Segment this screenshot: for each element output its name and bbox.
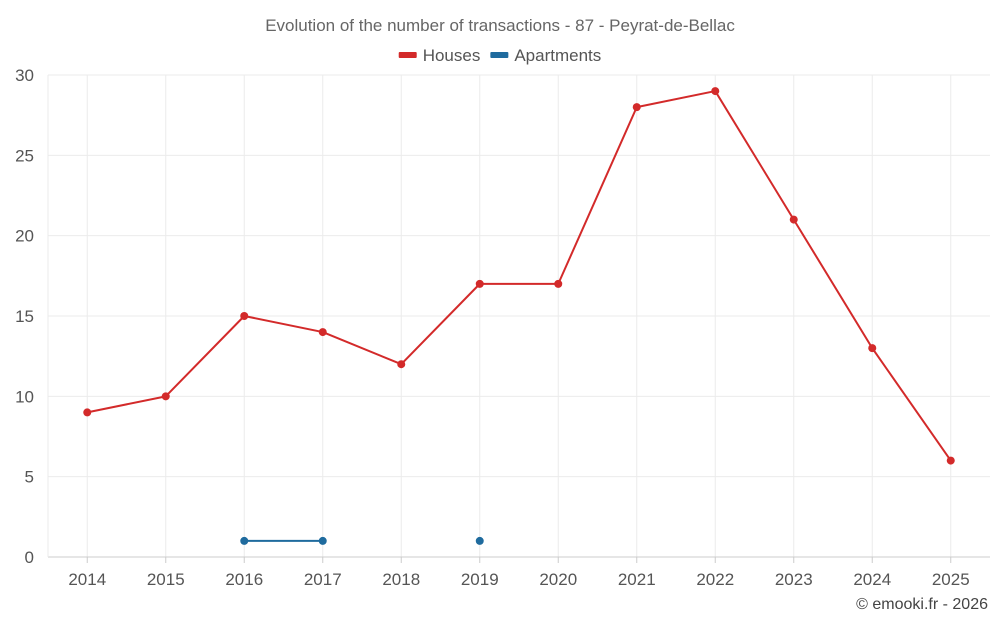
y-tick-label: 5	[25, 468, 34, 487]
x-tick-label: 2023	[775, 570, 813, 589]
y-tick-label: 25	[15, 146, 34, 165]
apartments-point-2016[interactable]	[240, 536, 249, 545]
x-tick-label: 2024	[853, 570, 891, 589]
x-tick-label: 2019	[461, 570, 499, 589]
axes	[47, 75, 990, 563]
houses-line	[87, 90, 952, 462]
houses-point-2023[interactable]	[789, 215, 798, 224]
houses-point-2017[interactable]	[318, 328, 327, 337]
credit-text: © emooki.fr - 2026	[856, 596, 988, 613]
y-tick-label: 20	[15, 227, 34, 246]
x-tick-label: 2018	[382, 570, 420, 589]
x-tick-label: 2020	[539, 570, 577, 589]
legend: Houses Apartments	[398, 46, 601, 65]
legend-label-apartments: Apartments	[514, 46, 601, 65]
houses-point-2015[interactable]	[161, 392, 170, 401]
apartments-point-2017[interactable]	[318, 536, 327, 545]
y-tick-label: 15	[15, 307, 34, 326]
houses-point-2016[interactable]	[240, 312, 249, 320]
chart-title: Evolution of the number of transactions …	[265, 16, 735, 35]
houses-point-2019[interactable]	[475, 279, 484, 288]
houses-point-2018[interactable]	[397, 360, 406, 369]
houses-point-2022[interactable]	[711, 87, 720, 96]
y-tick-label: 30	[15, 66, 34, 85]
apartments-point-2019[interactable]	[475, 536, 484, 545]
houses-point-2025[interactable]	[946, 456, 955, 465]
legend-label-houses: Houses	[423, 46, 481, 65]
legend-swatch-houses[interactable]	[398, 52, 417, 58]
series-houses	[83, 87, 955, 465]
houses-point-2021[interactable]	[632, 103, 641, 112]
x-tick-label: 2017	[304, 570, 342, 589]
x-tick-label: 2015	[147, 570, 185, 589]
houses-point-2020[interactable]	[554, 279, 563, 288]
y-tick-label: 0	[25, 548, 34, 567]
legend-swatch-apartments[interactable]	[490, 52, 509, 58]
x-tick-label: 2021	[618, 570, 656, 589]
houses-point-2014[interactable]	[83, 408, 92, 417]
x-tick-label: 2016	[225, 570, 263, 589]
y-tick-label: 10	[15, 387, 34, 406]
x-axis-ticks: 2014 2015 2016 2017 2018 2019 2020 2021 2022 2023…	[68, 570, 969, 589]
x-tick-label: 2014	[68, 570, 106, 589]
gridlines	[48, 74, 990, 557]
series-apartments	[240, 536, 484, 545]
x-tick-label: 2025	[932, 570, 970, 589]
series-group	[83, 87, 955, 545]
x-tick-label: 2022	[696, 570, 734, 589]
y-axis-ticks: 0 5 10 15 20 25 30	[15, 66, 34, 567]
houses-point-2024[interactable]	[868, 344, 877, 353]
